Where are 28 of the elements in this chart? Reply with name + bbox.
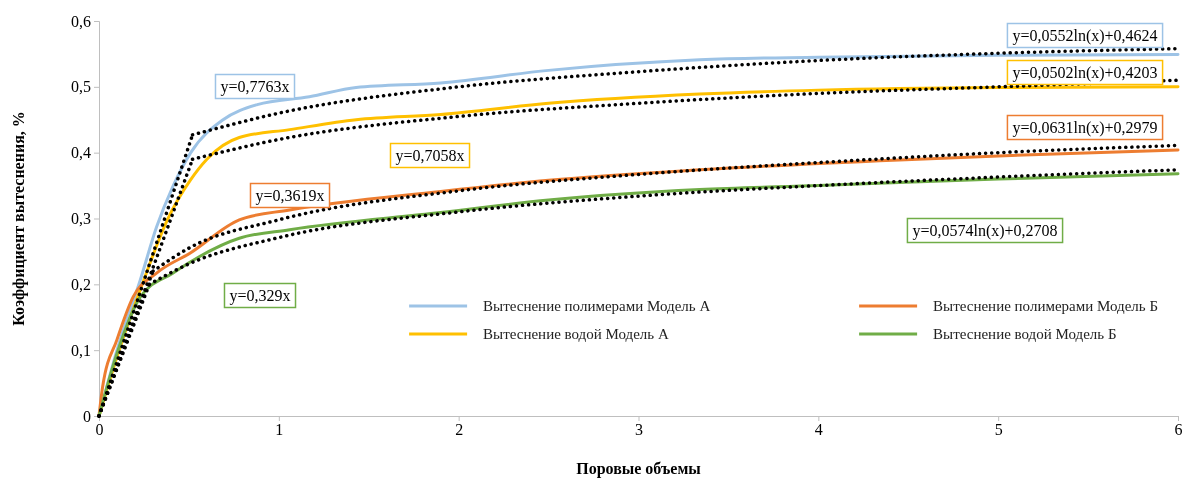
legend-label: Вытеснение водой Модель А (483, 326, 669, 342)
annotation: y=0,0574ln(x)+0,2708 (912, 221, 1058, 240)
x-tick-label: 0 (95, 421, 104, 439)
y-tick-label: 0,6 (71, 12, 91, 30)
y-tick-label: 0 (83, 407, 91, 425)
x-tick-label: 1 (275, 421, 284, 439)
annotation: y=0,7763x (220, 77, 290, 96)
y-tick-label: 0,3 (71, 210, 91, 228)
y-tick-label: 0,5 (71, 78, 91, 96)
x-tick-label: 3 (635, 421, 643, 439)
x-tick-label: 5 (994, 421, 1003, 439)
x-axis-title: Поровые объемы (576, 460, 702, 478)
legend-label: Вытеснение полимерами Модель А (483, 298, 711, 314)
annotation: y=0,0552ln(x)+0,4624 (1012, 26, 1158, 45)
y-axis-title: Коэффициент вытеснения, % (10, 111, 28, 326)
legend-label: Вытеснение полимерами Модель Б (933, 298, 1158, 314)
x-tick-label: 2 (455, 421, 464, 439)
x-tick-label: 6 (1174, 421, 1183, 439)
annotation: y=0,3619x (255, 186, 325, 205)
y-tick-label: 0,4 (71, 144, 91, 162)
annotation: y=0,0502ln(x)+0,4203 (1012, 63, 1158, 82)
annotation: y=0,329x (229, 286, 291, 305)
y-tick-label: 0,2 (71, 275, 91, 293)
legend-label: Вытеснение водой Модель Б (933, 326, 1117, 342)
y-tick-label: 0,1 (71, 341, 91, 359)
annotation: y=0,7058x (395, 146, 465, 165)
x-tick-label: 4 (814, 421, 823, 439)
annotation: y=0,0631ln(x)+0,2979 (1012, 118, 1158, 137)
